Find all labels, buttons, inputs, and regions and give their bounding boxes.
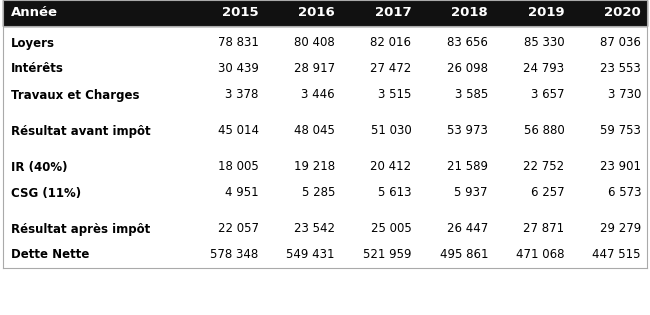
Text: 6 573: 6 573 xyxy=(608,186,641,199)
Text: Dette Nette: Dette Nette xyxy=(11,249,90,261)
Text: CSG (11%): CSG (11%) xyxy=(11,186,81,199)
Text: 59 753: 59 753 xyxy=(600,124,641,138)
Text: 2018: 2018 xyxy=(451,7,488,20)
Text: 87 036: 87 036 xyxy=(600,37,641,49)
Text: 19 218: 19 218 xyxy=(294,161,335,174)
Text: Travaux et Charges: Travaux et Charges xyxy=(11,89,140,101)
Text: 471 068: 471 068 xyxy=(516,249,564,261)
Text: 80 408: 80 408 xyxy=(294,37,335,49)
Text: 78 831: 78 831 xyxy=(218,37,259,49)
Bar xyxy=(3,0,647,26)
Text: 22 752: 22 752 xyxy=(523,161,564,174)
Text: 85 330: 85 330 xyxy=(524,37,564,49)
Text: 45 014: 45 014 xyxy=(218,124,259,138)
Text: 2019: 2019 xyxy=(528,7,564,20)
Text: 23 553: 23 553 xyxy=(600,62,641,76)
Text: 28 917: 28 917 xyxy=(294,62,335,76)
Text: 25 005: 25 005 xyxy=(370,222,411,236)
Text: 521 959: 521 959 xyxy=(363,249,411,261)
Bar xyxy=(3,26,647,268)
Text: 5 937: 5 937 xyxy=(454,186,488,199)
Text: 23 901: 23 901 xyxy=(600,161,641,174)
Text: 29 279: 29 279 xyxy=(600,222,641,236)
Text: 53 973: 53 973 xyxy=(447,124,488,138)
Text: 56 880: 56 880 xyxy=(524,124,564,138)
Text: 51 030: 51 030 xyxy=(370,124,411,138)
Text: 3 446: 3 446 xyxy=(302,89,335,101)
Text: 549 431: 549 431 xyxy=(287,249,335,261)
Text: 30 439: 30 439 xyxy=(218,62,259,76)
Text: Résultat après impôt: Résultat après impôt xyxy=(11,222,150,236)
Text: 2020: 2020 xyxy=(604,7,641,20)
Text: 2017: 2017 xyxy=(375,7,411,20)
Text: 3 585: 3 585 xyxy=(455,89,488,101)
Text: Intérêts: Intérêts xyxy=(11,62,64,76)
Text: 3 730: 3 730 xyxy=(608,89,641,101)
Text: Année: Année xyxy=(11,7,58,20)
Text: 2015: 2015 xyxy=(222,7,259,20)
Text: 26 098: 26 098 xyxy=(447,62,488,76)
Text: 27 472: 27 472 xyxy=(370,62,411,76)
Text: 2016: 2016 xyxy=(298,7,335,20)
Text: 4 951: 4 951 xyxy=(225,186,259,199)
Text: Résultat avant impôt: Résultat avant impôt xyxy=(11,124,151,138)
Text: 20 412: 20 412 xyxy=(370,161,411,174)
Text: 5 613: 5 613 xyxy=(378,186,411,199)
Text: 495 861: 495 861 xyxy=(439,249,488,261)
Text: 26 447: 26 447 xyxy=(447,222,488,236)
Text: 48 045: 48 045 xyxy=(294,124,335,138)
Text: 447 515: 447 515 xyxy=(593,249,641,261)
Text: IR (40%): IR (40%) xyxy=(11,161,68,174)
Text: 82 016: 82 016 xyxy=(370,37,411,49)
Text: 18 005: 18 005 xyxy=(218,161,259,174)
Text: 3 515: 3 515 xyxy=(378,89,411,101)
Text: 83 656: 83 656 xyxy=(447,37,488,49)
Text: 22 057: 22 057 xyxy=(218,222,259,236)
Text: 21 589: 21 589 xyxy=(447,161,488,174)
Text: 27 871: 27 871 xyxy=(523,222,564,236)
Text: 23 542: 23 542 xyxy=(294,222,335,236)
Text: Loyers: Loyers xyxy=(11,37,55,49)
Text: 578 348: 578 348 xyxy=(210,249,259,261)
Text: 6 257: 6 257 xyxy=(531,186,564,199)
Text: 5 285: 5 285 xyxy=(302,186,335,199)
Text: 24 793: 24 793 xyxy=(523,62,564,76)
Text: 3 378: 3 378 xyxy=(225,89,259,101)
Text: 3 657: 3 657 xyxy=(531,89,564,101)
